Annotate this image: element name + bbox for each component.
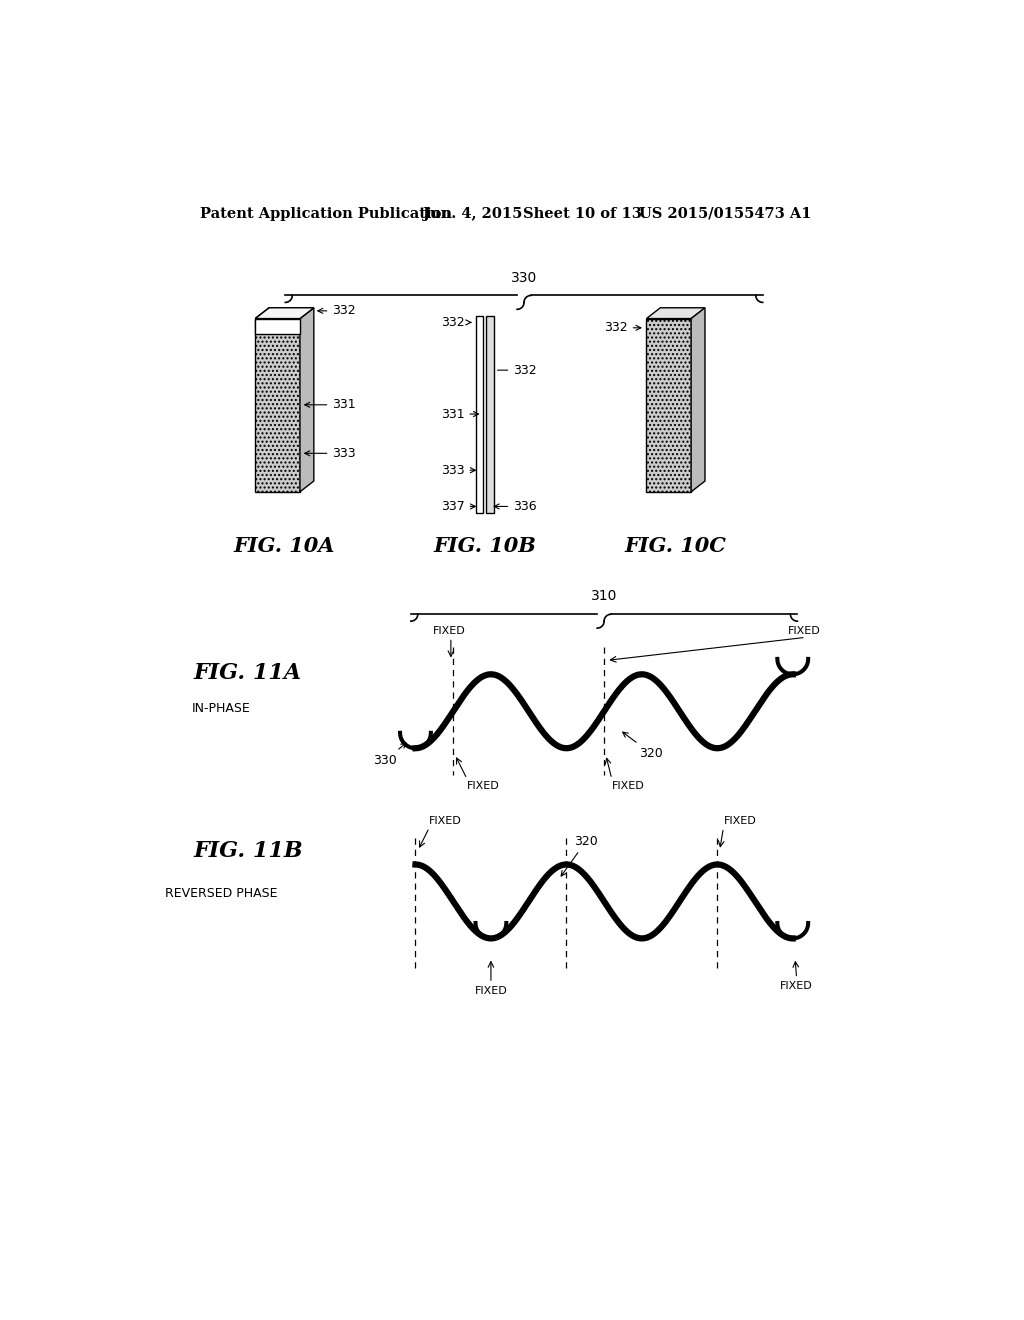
Polygon shape <box>475 317 483 512</box>
Text: FIXED: FIXED <box>433 626 466 636</box>
Text: FIG. 10B: FIG. 10B <box>433 536 537 556</box>
Text: Sheet 10 of 13: Sheet 10 of 13 <box>523 207 642 220</box>
Text: FIG. 11B: FIG. 11B <box>194 841 303 862</box>
Text: FIXED: FIXED <box>611 780 644 791</box>
Text: FIXED: FIXED <box>429 816 462 826</box>
Text: FIG. 10C: FIG. 10C <box>625 536 727 556</box>
Polygon shape <box>255 308 313 318</box>
Text: 332: 332 <box>604 321 641 334</box>
Text: FIXED: FIXED <box>787 626 820 636</box>
Polygon shape <box>255 308 313 318</box>
Text: 337: 337 <box>441 500 475 513</box>
Polygon shape <box>646 318 691 492</box>
Text: IN-PHASE: IN-PHASE <box>193 702 251 715</box>
Text: FIXED: FIXED <box>780 981 813 991</box>
Text: REVERSED PHASE: REVERSED PHASE <box>165 887 278 900</box>
Text: 331: 331 <box>305 399 356 412</box>
Text: Patent Application Publication: Patent Application Publication <box>200 207 452 220</box>
Text: 320: 320 <box>561 834 598 876</box>
Text: 310: 310 <box>591 590 617 603</box>
Text: 330: 330 <box>511 271 538 285</box>
Text: 333: 333 <box>441 463 475 477</box>
Text: 332: 332 <box>498 363 537 376</box>
Text: US 2015/0155473 A1: US 2015/0155473 A1 <box>639 207 811 220</box>
Text: FIXED: FIXED <box>474 986 507 997</box>
Text: 332: 332 <box>441 315 471 329</box>
Text: 332: 332 <box>317 305 356 317</box>
Polygon shape <box>255 318 300 334</box>
Polygon shape <box>255 308 313 318</box>
Text: FIXED: FIXED <box>724 816 756 826</box>
Polygon shape <box>646 308 705 318</box>
Text: FIXED: FIXED <box>467 780 500 791</box>
Text: FIG. 11A: FIG. 11A <box>194 661 302 684</box>
Polygon shape <box>691 308 705 492</box>
Text: 331: 331 <box>441 408 478 421</box>
Text: 336: 336 <box>495 500 537 513</box>
Text: Jun. 4, 2015: Jun. 4, 2015 <box>423 207 522 220</box>
Polygon shape <box>486 317 494 512</box>
Text: 320: 320 <box>623 733 663 760</box>
Polygon shape <box>300 308 313 492</box>
Polygon shape <box>255 318 300 492</box>
Text: FIG. 10A: FIG. 10A <box>233 536 335 556</box>
Text: 333: 333 <box>305 446 356 459</box>
Text: 330: 330 <box>373 743 407 767</box>
